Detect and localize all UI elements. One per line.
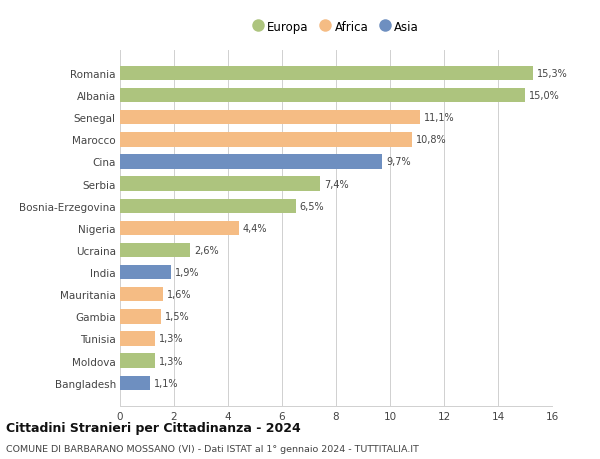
Bar [120, 376, 150, 390]
Bar [120, 67, 533, 81]
Text: 1,6%: 1,6% [167, 290, 192, 300]
Text: 11,1%: 11,1% [424, 113, 454, 123]
Bar [120, 111, 420, 125]
Bar [120, 353, 155, 368]
Bar [120, 221, 239, 235]
Legend: Europa, Africa, Asia: Europa, Africa, Asia [253, 21, 419, 34]
Bar [120, 155, 382, 169]
Text: 2,6%: 2,6% [194, 246, 219, 255]
Text: 1,5%: 1,5% [164, 312, 189, 322]
Text: 6,5%: 6,5% [299, 202, 324, 211]
Text: 9,7%: 9,7% [386, 157, 410, 167]
Text: 1,1%: 1,1% [154, 378, 178, 388]
Text: 1,3%: 1,3% [159, 334, 184, 344]
Bar [120, 265, 172, 280]
Text: 7,4%: 7,4% [324, 179, 349, 189]
Bar [120, 199, 296, 213]
Text: 1,3%: 1,3% [159, 356, 184, 366]
Bar [120, 287, 163, 302]
Text: Cittadini Stranieri per Cittadinanza - 2024: Cittadini Stranieri per Cittadinanza - 2… [6, 421, 301, 434]
Bar [120, 133, 412, 147]
Text: COMUNE DI BARBARANO MOSSANO (VI) - Dati ISTAT al 1° gennaio 2024 - TUTTITALIA.IT: COMUNE DI BARBARANO MOSSANO (VI) - Dati … [6, 444, 419, 453]
Bar [120, 331, 155, 346]
Bar [120, 89, 525, 103]
Text: 15,3%: 15,3% [537, 69, 568, 79]
Text: 4,4%: 4,4% [243, 224, 268, 233]
Bar [120, 177, 320, 191]
Text: 1,9%: 1,9% [175, 268, 200, 278]
Text: 15,0%: 15,0% [529, 91, 560, 101]
Bar [120, 309, 161, 324]
Bar [120, 243, 190, 257]
Text: 10,8%: 10,8% [416, 135, 446, 145]
